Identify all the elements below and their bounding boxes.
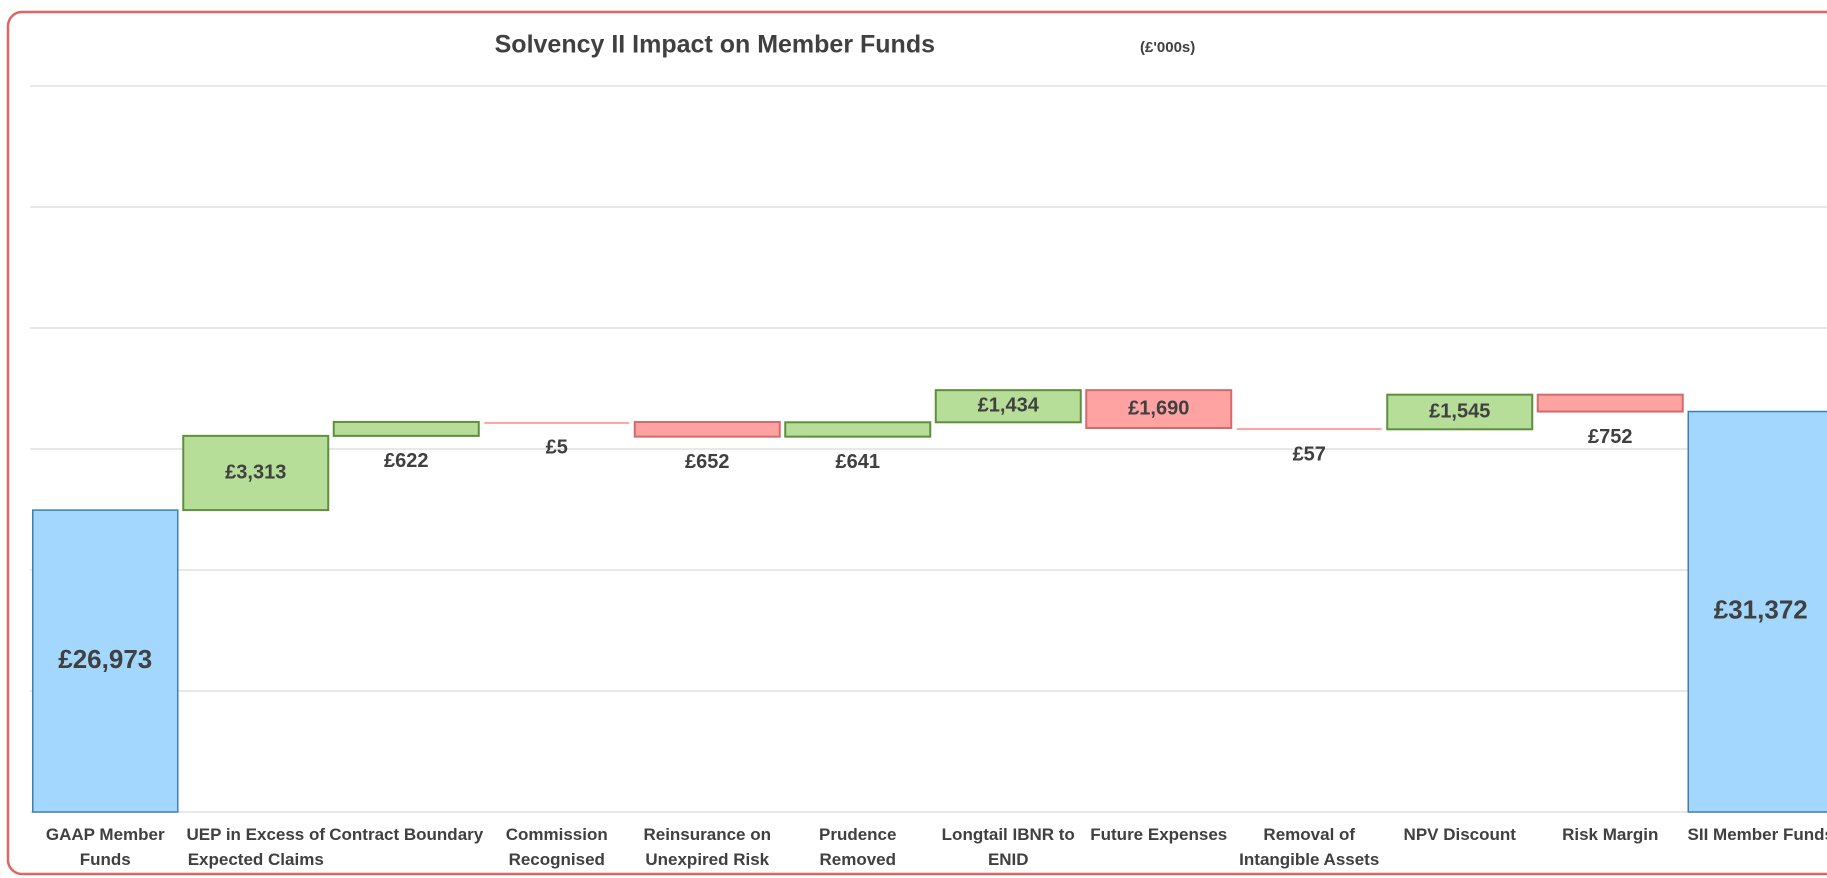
x-tick-label: NPV Discount — [1403, 825, 1516, 844]
x-tick-label: SII Member Funds — [1687, 825, 1827, 844]
bar — [32, 509, 179, 813]
bar — [784, 421, 932, 438]
bar — [633, 421, 781, 438]
x-tick-label: Longtail IBNR to ENID — [941, 825, 1075, 869]
x-tick-label: Risk Margin — [1562, 825, 1659, 844]
chart-title: Solvency II Impact on Member Funds — [495, 31, 935, 59]
data-label: £5 — [546, 436, 568, 458]
bar — [484, 421, 630, 424]
x-tick-label: Contract Boundary — [329, 825, 484, 844]
x-tick-label: Prudence Removed — [819, 825, 897, 869]
data-label: £1,545 — [1429, 400, 1490, 422]
x-tick-label: Reinsurance on Unexpired Risk — [643, 825, 772, 869]
chart-subtitle: (£'000s) — [1140, 39, 1195, 56]
bar — [332, 420, 480, 437]
data-label: £641 — [836, 451, 881, 473]
x-tick-label: UEP in Excess of Expected Claims — [186, 825, 326, 869]
data-label: £1,434 — [978, 395, 1040, 417]
bar — [1085, 389, 1233, 430]
data-label: £652 — [685, 451, 730, 473]
x-tick-label: Removal of Intangible Assets — [1239, 825, 1380, 869]
data-label: £1,690 — [1128, 397, 1189, 419]
data-label: £26,973 — [58, 644, 152, 674]
bar — [934, 389, 1082, 424]
bar — [1236, 428, 1382, 431]
data-label: £3,313 — [225, 461, 286, 483]
bar — [1536, 393, 1684, 413]
data-label: £31,372 — [1714, 595, 1808, 625]
x-tick-label: GAAP Member Funds — [45, 825, 165, 869]
chart-border — [6, 10, 1827, 876]
data-label: £622 — [384, 450, 429, 472]
data-label: £57 — [1293, 444, 1326, 466]
bar — [1386, 393, 1534, 431]
data-label: £752 — [1588, 426, 1633, 448]
x-tick-label: Commission Recognised — [505, 825, 608, 869]
bar — [1687, 410, 1827, 813]
bar — [182, 434, 330, 512]
x-tick-label: Future Expenses — [1090, 825, 1228, 844]
